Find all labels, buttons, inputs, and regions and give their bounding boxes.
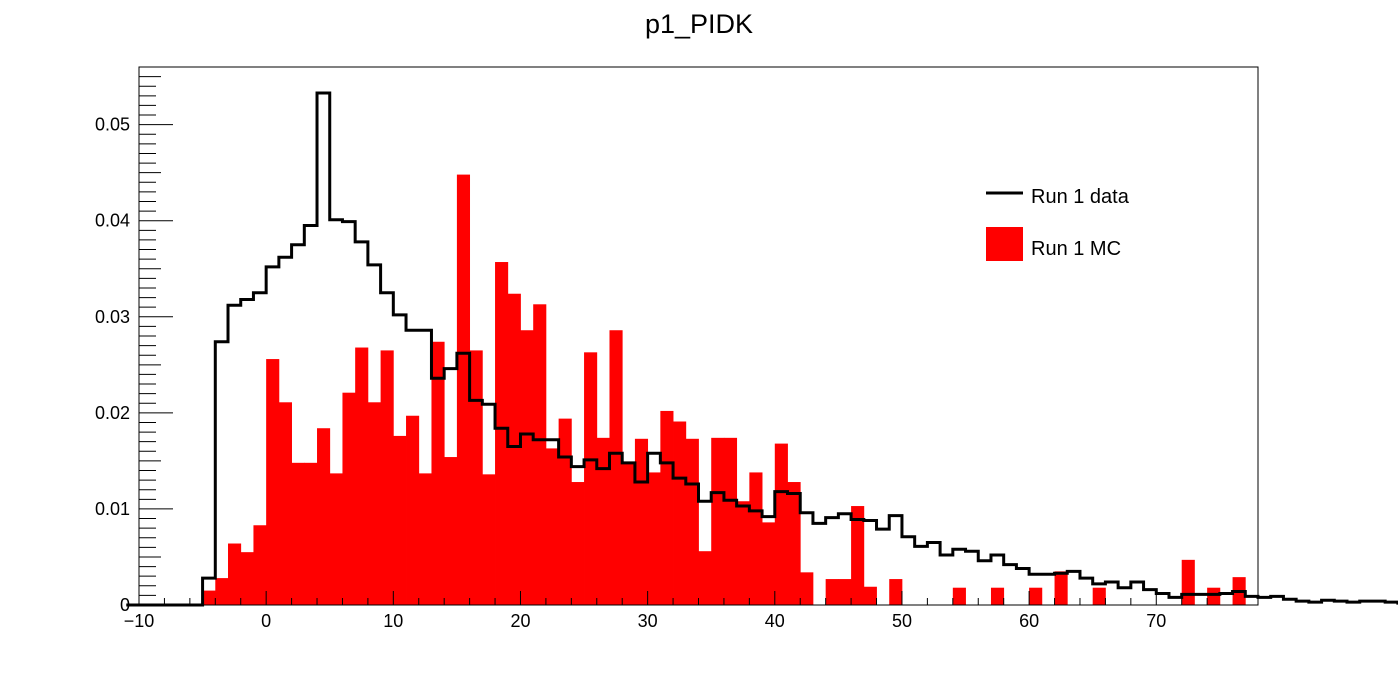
mc-bar: [456, 174, 471, 605]
mc-histogram-bars: [202, 174, 1246, 605]
mc-bar: [698, 551, 712, 605]
mc-bar: [507, 293, 521, 605]
mc-bar: [533, 304, 547, 605]
x-tick-label: 0: [261, 611, 271, 631]
mc-bar: [1092, 587, 1106, 605]
y-tick-label: 0.02: [95, 403, 130, 423]
mc-bar: [660, 410, 674, 605]
mc-bar: [952, 587, 966, 605]
mc-bar: [774, 443, 788, 605]
mc-bar: [495, 262, 509, 605]
mc-bar: [838, 579, 852, 605]
mc-bar: [1029, 587, 1043, 605]
chart-title: p1_PIDK: [645, 9, 753, 39]
y-tick-label: 0.04: [95, 211, 130, 231]
mc-bar: [469, 350, 483, 605]
mc-bar: [711, 437, 725, 605]
x-tick-label: 40: [765, 611, 785, 631]
mc-bar: [291, 462, 305, 605]
mc-bar: [545, 448, 560, 605]
mc-bar: [380, 350, 394, 605]
mc-bar: [736, 501, 750, 605]
x-tick-label: 20: [510, 611, 530, 631]
x-tick-label: 50: [892, 611, 912, 631]
mc-bar: [202, 590, 216, 605]
y-tick-label: 0.03: [95, 307, 130, 327]
legend-label-run1-mc: Run 1 MC: [1031, 238, 1121, 260]
mc-bar: [749, 472, 763, 605]
mc-bar: [990, 587, 1005, 605]
x-tick-label: −10: [124, 611, 155, 631]
mc-bar: [1207, 587, 1221, 605]
x-tick-label: 30: [638, 611, 658, 631]
mc-bar: [851, 506, 865, 605]
mc-bar: [723, 437, 738, 605]
mc-bar: [431, 341, 445, 605]
x-tick-label: 60: [1019, 611, 1039, 631]
mc-bar: [266, 359, 280, 605]
mc-bar: [482, 474, 496, 605]
mc-bar: [520, 330, 534, 605]
y-axis: 0 0.01 0.02 0.03 0.04 0.05: [95, 76, 173, 615]
legend-swatch-run1-mc: [986, 227, 1023, 261]
mc-bar: [634, 438, 649, 605]
mc-bar: [355, 347, 369, 605]
mc-bar: [253, 525, 267, 605]
x-axis: −10 0 10 20 30 40 50 60 70: [124, 591, 1208, 631]
legend-label-run1-data: Run 1 data: [1031, 186, 1130, 208]
mc-bar: [685, 438, 699, 605]
mc-bar: [673, 421, 687, 605]
mc-bar: [800, 572, 814, 605]
mc-bar: [444, 457, 458, 605]
mc-bar: [863, 586, 877, 605]
legend: Run 1 data Run 1 MC: [986, 186, 1130, 261]
mc-bar: [889, 579, 903, 605]
data-histogram-step-line: [126, 91, 1398, 607]
mc-bar: [622, 461, 636, 605]
mc-bar: [584, 352, 598, 605]
mc-bar: [393, 435, 407, 605]
mc-bar: [787, 482, 801, 605]
mc-bar: [647, 472, 661, 605]
mc-bar: [596, 437, 610, 605]
mc-bar: [342, 392, 356, 605]
mc-bar: [329, 473, 343, 605]
mc-bar: [1181, 559, 1195, 605]
mc-bar: [1054, 571, 1068, 605]
mc-bar: [406, 415, 420, 605]
mc-bar: [558, 418, 572, 605]
x-tick-label: 10: [383, 611, 403, 631]
mc-bar: [240, 552, 254, 605]
mc-bar: [278, 402, 292, 605]
mc-bar: [418, 473, 432, 605]
mc-bar: [367, 402, 382, 605]
mc-bar: [317, 428, 331, 605]
mc-bar: [228, 543, 242, 605]
y-tick-label: 0.05: [95, 115, 130, 135]
mc-bar: [571, 482, 585, 605]
y-tick-label: 0.01: [95, 499, 130, 519]
mc-bar: [825, 579, 839, 605]
mc-bar: [609, 330, 623, 605]
y-tick-label: 0: [120, 595, 130, 615]
mc-bar: [215, 578, 229, 605]
mc-bar: [762, 522, 776, 605]
mc-bar: [304, 462, 318, 605]
x-tick-label: 70: [1146, 611, 1166, 631]
